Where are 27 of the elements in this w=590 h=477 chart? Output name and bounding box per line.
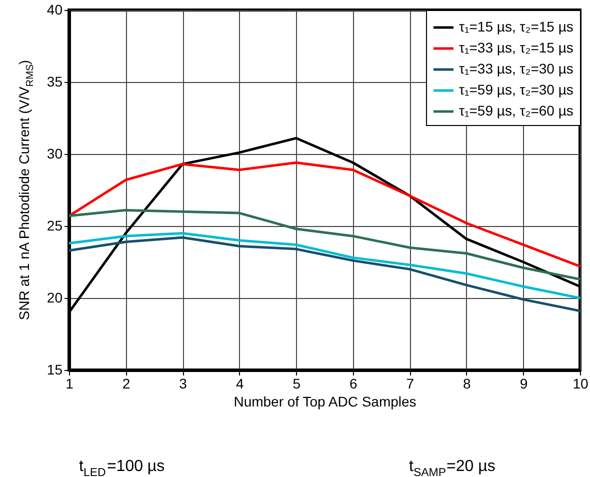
line-series [69, 208, 580, 281]
legend-label: τ₁=33 µs, τ₂=15 µs [459, 40, 574, 56]
legend-label: τ₁=33 µs, τ₂=30 µs [459, 60, 574, 76]
x-tick-label: 7 [406, 376, 414, 392]
y-tick-label: 30 [46, 146, 63, 162]
x-tick-label: 8 [463, 376, 472, 392]
x-tick-label: 2 [122, 376, 130, 392]
x-tick-label: 10 [572, 376, 588, 392]
y-tick-label: 20 [46, 290, 63, 306]
y-tick-label: 25 [46, 218, 63, 234]
x-tick-label: 9 [520, 376, 528, 392]
y-tick-label: 40 [46, 2, 63, 18]
y-tick-label: 15 [46, 362, 63, 378]
x-axis-title: Number of Top ADC Samples [234, 394, 416, 410]
legend-label: τ₁=59 µs, τ₂=30 µs [459, 82, 574, 98]
line-series [69, 232, 580, 300]
line-series [69, 161, 580, 268]
legend-label: τ₁=15 µs, τ₂=15 µs [459, 18, 574, 34]
x-tick-label: 3 [179, 376, 188, 392]
x-tick-label: 5 [292, 376, 301, 392]
x-tick-label: 4 [236, 376, 244, 392]
line-series [69, 236, 580, 312]
y-tick-label: 35 [46, 74, 63, 90]
legend-label: τ₁=59 µs, τ₂=60 µs [459, 102, 574, 118]
y-axis-title: SNR at 1 nA Photodiode Current (V/VRMS) [16, 60, 36, 320]
x-tick-label: 6 [349, 376, 358, 392]
x-tick-label: 1 [66, 376, 74, 392]
